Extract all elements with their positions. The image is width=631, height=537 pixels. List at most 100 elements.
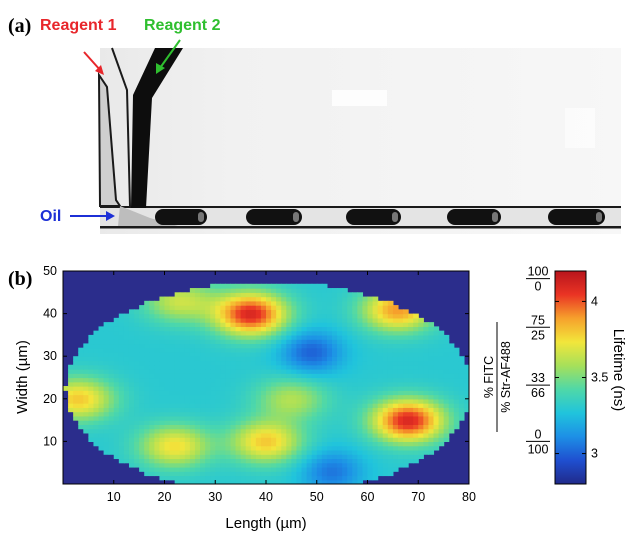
heatmap-cell — [154, 466, 161, 472]
heatmap-cell — [194, 368, 201, 374]
heatmap-cell — [271, 309, 277, 315]
heatmap-cell — [103, 334, 110, 340]
heatmap-cell — [352, 343, 358, 349]
heatmap-cell — [215, 390, 221, 396]
heatmap-cell — [215, 292, 221, 298]
heatmap-cell — [245, 471, 252, 477]
heatmap-cell — [194, 471, 201, 477]
heatmap-cell — [331, 381, 338, 387]
heatmap-cell — [372, 377, 379, 383]
heatmap-cell — [443, 411, 450, 417]
heatmap-cell — [159, 317, 166, 323]
heatmap-cell — [428, 424, 435, 430]
heatmap-cell — [169, 373, 176, 379]
heatmap-cell — [103, 351, 110, 357]
heatmap-cell — [78, 407, 84, 413]
heatmap-cell — [250, 420, 257, 425]
heatmap-cell — [184, 313, 191, 319]
heatmap-cell — [362, 445, 369, 451]
heatmap-cell — [103, 445, 110, 451]
heatmap-cell — [453, 347, 460, 353]
heatmap-cell — [438, 432, 445, 438]
heatmap-cell — [337, 386, 343, 391]
heatmap-cell — [463, 403, 469, 408]
heatmap-cell — [367, 300, 374, 306]
heatmap-cell — [73, 377, 79, 383]
heatmap-cell — [362, 334, 369, 340]
heatmap-cell — [68, 403, 74, 408]
heatmap-cell — [205, 441, 211, 447]
heatmap-cell — [342, 292, 348, 298]
heatmap-cell — [337, 407, 343, 413]
heatmap-cell — [326, 351, 333, 357]
heatmap-cell — [296, 403, 303, 408]
heatmap-cell — [123, 334, 130, 340]
heatmap-cell — [260, 407, 267, 413]
heatmap-cell — [321, 330, 328, 336]
heatmap-cell — [453, 351, 460, 357]
heatmap-cell — [113, 317, 120, 323]
heatmap-cell — [103, 415, 110, 421]
heatmap-cell — [108, 390, 115, 396]
heatmap-cell — [128, 445, 135, 451]
heatmap-cell — [139, 305, 145, 310]
heatmap-cell — [321, 368, 328, 374]
heatmap-cell — [413, 449, 419, 455]
heatmap-cell — [403, 407, 409, 413]
heatmap-cell — [306, 466, 313, 472]
heatmap-cell — [357, 394, 364, 400]
heatmap-cell — [240, 313, 247, 319]
heatmap-cell — [189, 458, 196, 464]
heatmap-cell — [159, 313, 166, 319]
heatmap-cell — [443, 432, 450, 438]
heatmap-cell — [68, 407, 74, 413]
heatmap-cell — [403, 309, 409, 315]
heatmap-cell — [179, 424, 186, 430]
heatmap-cell — [281, 449, 287, 455]
heatmap-cell — [169, 466, 176, 472]
heatmap-cell — [413, 407, 419, 413]
heatmap-cell — [210, 471, 216, 477]
heatmap-cell — [306, 475, 313, 481]
heatmap-cell — [220, 398, 226, 404]
heatmap-cell — [372, 317, 379, 323]
heatmap-cell — [266, 339, 272, 345]
heatmap-cell — [387, 458, 394, 464]
heatmap-cell — [347, 394, 353, 400]
heatmap-cell — [88, 415, 95, 421]
heatmap-cell — [235, 334, 242, 340]
heatmap-cell — [159, 334, 166, 340]
heatmap-cell — [362, 377, 369, 383]
heatmap-cell — [108, 377, 115, 383]
heatmap-cell — [103, 330, 110, 336]
heatmap-cell — [169, 462, 176, 468]
heatmap-cell — [311, 449, 318, 455]
heatmap-cell — [250, 373, 257, 379]
heatmap-cell — [225, 428, 232, 434]
heatmap-cell — [403, 462, 409, 468]
heatmap-cell — [403, 377, 409, 383]
heatmap-cell — [418, 317, 424, 323]
heatmap-cell — [311, 296, 318, 302]
x-tick-label: 20 — [158, 490, 172, 504]
heatmap-cell — [68, 394, 74, 400]
heatmap-cell — [210, 420, 216, 425]
heatmap-cell — [174, 432, 181, 438]
heatmap-cell — [367, 466, 374, 472]
heatmap-cell — [387, 407, 394, 413]
heatmap-cell — [352, 317, 358, 323]
heatmap-cell — [83, 377, 89, 383]
heatmap-cell — [321, 415, 328, 421]
heatmap-cell — [174, 356, 181, 362]
heatmap-cell — [128, 454, 135, 460]
heatmap-cell — [255, 415, 262, 421]
heatmap-cell — [291, 441, 298, 447]
heatmap-cell — [164, 309, 171, 315]
heatmap-cell — [154, 415, 161, 421]
heatmap-cell — [372, 356, 379, 362]
heatmap-cell — [184, 428, 191, 434]
heatmap-cell — [443, 390, 450, 396]
heatmap-cell — [200, 462, 206, 468]
heatmap-cell — [210, 322, 216, 327]
heatmap-cell — [235, 356, 242, 362]
